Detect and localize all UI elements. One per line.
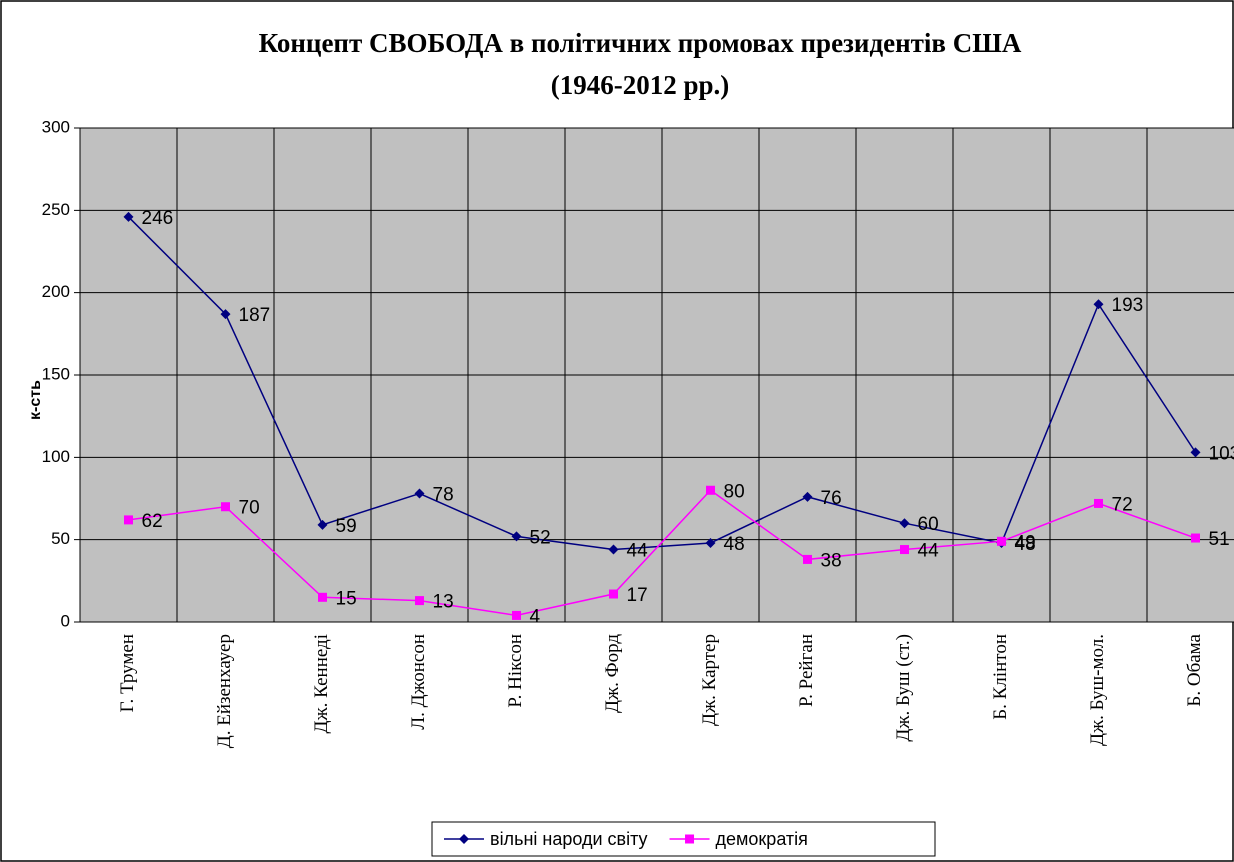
marker xyxy=(512,610,521,620)
data-label: 13 xyxy=(433,592,454,613)
legend-label: вільні народи світу xyxy=(490,829,648,849)
data-label: 72 xyxy=(1112,494,1133,515)
legend: вільні народи світу демократія xyxy=(431,821,936,857)
marker xyxy=(220,309,231,320)
x-tick-label: Дж. Картер xyxy=(699,634,720,726)
x-tick-label: Б. Клінтон xyxy=(990,634,1011,720)
legend-marker xyxy=(685,834,695,844)
marker xyxy=(317,519,328,530)
marker xyxy=(123,211,134,222)
x-tick-label: Р. Рейган xyxy=(796,634,817,707)
marker xyxy=(997,536,1006,546)
marker xyxy=(415,596,424,606)
y-tick-label: 100 xyxy=(42,447,70,466)
x-tick-label: Л. Джонсон xyxy=(408,634,429,730)
x-tick-label: Дж. Буш (ст.) xyxy=(893,634,914,742)
data-label: 80 xyxy=(724,481,745,502)
marker xyxy=(318,592,327,602)
x-tick-label: Дж. Форд xyxy=(602,634,623,713)
x-tick-label: Д. Ейзенхауер xyxy=(214,634,235,748)
x-tick-label: Дж. Кеннеді xyxy=(311,634,332,733)
data-label: 17 xyxy=(627,585,648,606)
data-label: 78 xyxy=(433,485,454,506)
data-label: 44 xyxy=(918,541,940,562)
x-tick-label: Дж. Буш-мол. xyxy=(1087,634,1108,746)
marker xyxy=(802,491,813,502)
marker xyxy=(221,502,230,512)
marker xyxy=(706,485,715,495)
data-label: 49 xyxy=(1015,532,1036,553)
y-tick-label: 150 xyxy=(42,364,70,383)
data-label: 59 xyxy=(336,516,357,537)
marker xyxy=(609,589,618,599)
data-label: 15 xyxy=(336,588,357,609)
y-tick-label: 250 xyxy=(42,200,70,219)
x-tick-label: Б. Обама xyxy=(1184,633,1205,706)
data-label: 246 xyxy=(142,208,174,229)
y-tick-label: 300 xyxy=(42,117,70,136)
y-tick-label: 0 xyxy=(61,611,70,630)
x-tick-label: Г. Трумен xyxy=(117,634,138,712)
data-label: 52 xyxy=(530,527,551,548)
data-label: 38 xyxy=(821,550,842,571)
marker xyxy=(1191,533,1200,543)
data-label: 70 xyxy=(239,498,260,519)
y-tick-label: 200 xyxy=(42,282,70,301)
data-label: 4 xyxy=(530,606,541,627)
marker xyxy=(608,544,619,555)
marker xyxy=(414,488,425,499)
marker xyxy=(899,518,910,529)
marker xyxy=(124,515,133,525)
data-label: 76 xyxy=(821,488,842,509)
data-label: 48 xyxy=(724,534,745,555)
chart-subtitle: (1946-2012 рр.) xyxy=(551,70,730,100)
marker xyxy=(1093,299,1104,310)
data-label: 193 xyxy=(1112,295,1144,316)
data-label: 60 xyxy=(918,514,939,535)
y-tick-label: 50 xyxy=(51,529,70,548)
legend-marker xyxy=(459,834,469,844)
chart-title: Концепт СВОБОДА в політичних промовах пр… xyxy=(259,28,1022,58)
marker xyxy=(803,554,812,564)
marker xyxy=(705,537,716,548)
series-line xyxy=(127,216,1197,551)
marker xyxy=(511,531,522,542)
data-label: 103 xyxy=(1209,443,1234,464)
data-label: 62 xyxy=(142,511,163,532)
legend-label: демократія xyxy=(716,829,808,849)
data-label: 187 xyxy=(239,305,271,326)
marker xyxy=(1094,498,1103,508)
marker xyxy=(1190,447,1201,458)
marker xyxy=(900,545,909,555)
series-line xyxy=(128,489,1196,617)
y-axis-label: к-сть xyxy=(27,380,44,420)
data-label: 44 xyxy=(627,541,649,562)
data-label: 48 xyxy=(1015,534,1036,555)
data-label: 51 xyxy=(1209,529,1230,550)
x-tick-label: Р. Ніксон xyxy=(505,634,526,708)
